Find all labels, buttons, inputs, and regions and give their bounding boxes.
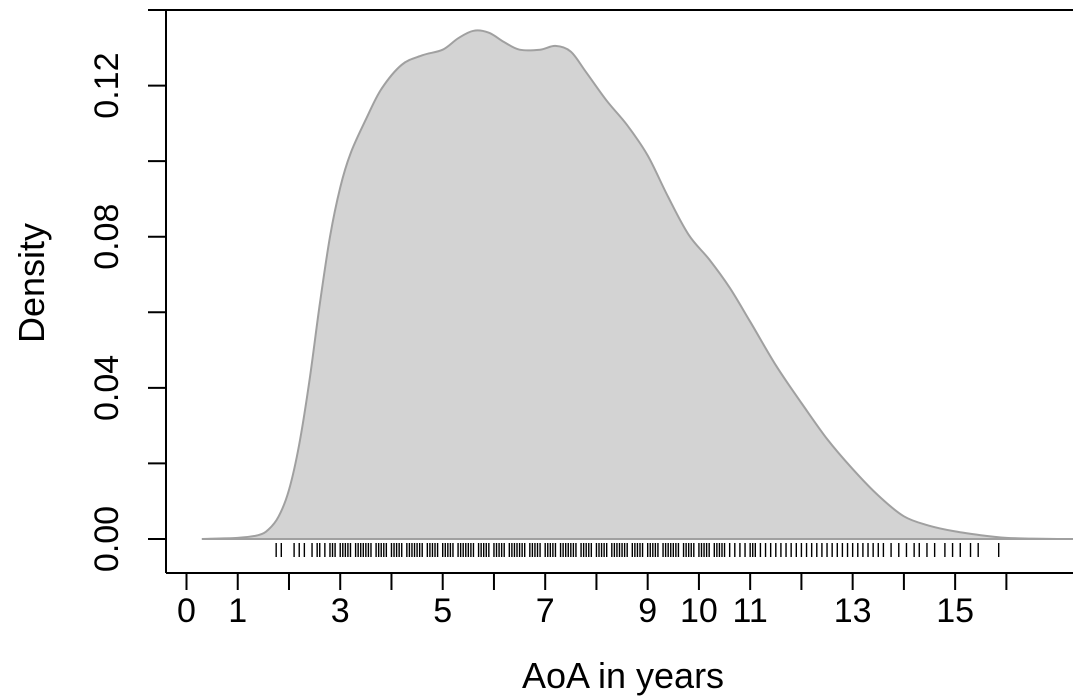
y-tick-label: 0.00 — [88, 506, 126, 572]
x-tick-label: 15 — [936, 592, 974, 630]
y-tick-label: 0.08 — [88, 204, 126, 270]
x-tick-label: 3 — [331, 592, 350, 630]
y-tick-label: 0.04 — [88, 355, 126, 421]
x-tick-label: 9 — [638, 592, 657, 630]
x-axis-ticks: 0 1 3 5 7 9 10 11 13 15 — [177, 573, 1008, 630]
x-tick-label: 10 — [680, 592, 718, 630]
x-tick-label: 0 — [177, 592, 196, 630]
x-axis-title: AoA in years — [522, 655, 724, 696]
plot-region — [201, 29, 1073, 557]
x-tick-label: 7 — [536, 592, 555, 630]
y-tick-label: 0.12 — [88, 53, 126, 119]
x-tick-label: 13 — [834, 592, 872, 630]
density-area-layer — [201, 29, 1073, 541]
y-axis-ticks: 0.00 0.04 0.08 0.12 — [88, 53, 166, 572]
x-tick-label: 5 — [433, 592, 452, 630]
x-tick-label: 1 — [228, 592, 247, 630]
density-area — [201, 29, 1073, 541]
x-tick-label: 11 — [733, 592, 768, 630]
rug-layer — [275, 542, 1000, 557]
y-axis-title: Density — [11, 223, 52, 343]
